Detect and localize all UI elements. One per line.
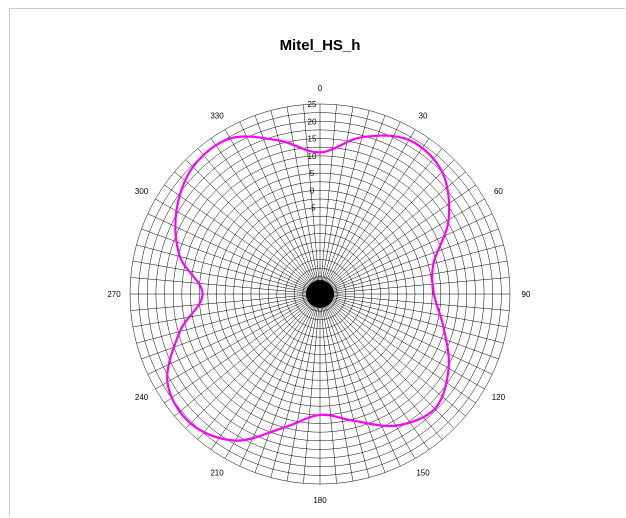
grid-spoke [132,260,321,295]
radius-label--5: -5 [308,204,316,213]
grid-spoke [319,293,354,482]
radius-label-25: 25 [308,100,317,109]
grid-spoke [210,138,321,295]
grid-spoke [141,228,321,295]
grid-spoke [319,293,499,360]
angle-label-270: 270 [107,290,121,299]
grid-spoke [303,293,321,484]
grid-spoke [319,106,354,295]
angle-label-30: 30 [419,112,428,121]
grid-spoke [319,293,455,429]
angle-label-150: 150 [416,468,430,477]
grid-spoke [319,293,337,484]
grid-spoke [185,293,321,429]
grid-spoke [141,293,321,360]
grid-spoke [319,293,508,328]
grid-spoke [185,159,321,295]
series-line [166,134,451,442]
grid-spoke [224,293,321,459]
grid-spoke [319,244,504,295]
angle-label-300: 300 [135,187,149,196]
grid-spoke [319,171,466,295]
angle-label-240: 240 [135,393,149,402]
radius-labels: -5 0 5 10 15 20 25 [308,100,317,213]
grid-spoke [319,293,416,459]
angle-label-180: 180 [313,496,327,505]
grid-spoke [174,171,321,295]
grid-spoke [319,293,485,390]
radius-label-15: 15 [308,135,317,144]
grid-spoke [239,121,321,295]
grid-spoke [319,228,499,295]
grid-spoke [132,293,321,328]
grid-spoke [319,293,370,478]
grid-spoke [210,293,321,450]
grid-spoke [130,277,321,295]
angle-label-120: 120 [492,393,506,402]
grid-spoke [319,293,493,375]
grid-spoke [164,184,321,295]
radius-label-10: 10 [308,152,317,161]
grid-spoke [319,213,493,295]
angle-label-0: 0 [318,84,323,93]
grid-spoke [155,293,321,390]
radius-label-5: 5 [310,169,315,178]
grid-spoke [286,293,321,482]
grid-spoke [147,293,321,375]
grid-spoke [303,104,321,295]
grid-spoke [319,115,386,295]
grid-spoke [319,293,476,404]
grid-spoke [136,244,321,295]
grid-spoke [319,110,370,295]
grid-spoke [319,159,455,295]
radius-label-20: 20 [308,117,317,126]
grid-spoke [319,293,430,450]
center-hub [306,280,334,308]
grid-spoke [319,293,443,440]
grid-spoke [319,121,401,295]
grid-spoke [270,293,321,478]
grid-spoke [174,293,321,417]
angle-label-60: 60 [494,187,503,196]
grid-spoke [155,198,321,295]
angle-label-330: 330 [210,112,224,121]
grid-spoke [130,293,321,311]
grid-spoke [147,213,321,295]
grid-spoke [197,148,321,295]
grid-spoke [136,293,321,344]
grid-spoke [319,293,504,344]
grid-spoke [319,293,386,473]
grid-spoke [319,293,466,417]
grid-spoke [319,293,510,311]
grid-spoke [164,293,321,404]
angle-label-90: 90 [522,290,531,299]
grid-spoke [319,104,337,295]
grid-spoke [224,129,321,295]
grid-spoke [319,129,416,295]
chart-title: Mitel_HS_h [280,37,361,54]
angle-label-210: 210 [210,468,224,477]
grid-spoke [319,293,401,467]
grid-spoke [319,198,485,295]
polar-grid [129,103,511,485]
grid-spoke [319,277,510,295]
grid-spoke [319,260,508,295]
grid-spoke [254,115,321,295]
grid-spoke [197,293,321,440]
grid-spoke [254,293,321,473]
radius-label-0: 0 [310,186,315,195]
grid-spoke [286,106,321,295]
grid-spoke [319,138,430,295]
grid-spoke [319,148,443,295]
